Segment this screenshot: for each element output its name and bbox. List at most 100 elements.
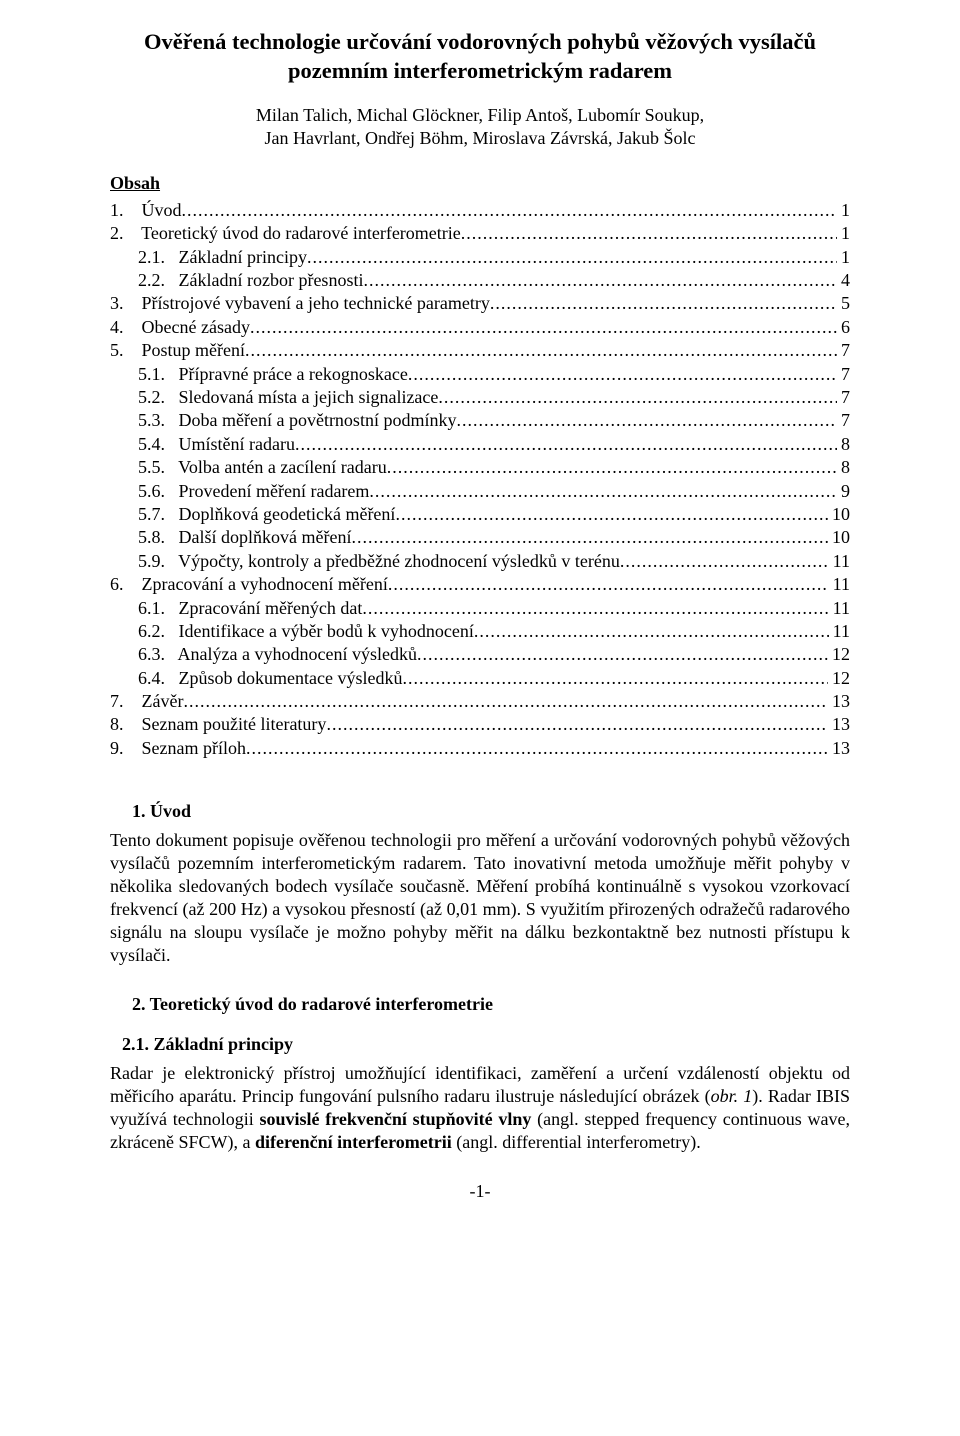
toc-label: 5.7. Doplňková geodetická měření <box>138 503 395 526</box>
toc-row: 5.1. Přípravné práce a rekognoskace 7 <box>110 363 850 386</box>
toc-row: 7. Závěr 13 <box>110 690 850 713</box>
toc-leader <box>620 550 829 573</box>
toc-label: 5.8. Další doplňková měření <box>138 526 351 549</box>
toc-leader <box>250 316 837 339</box>
title-line-1: Ověřená technologie určování vodorovných… <box>144 29 816 54</box>
toc-page: 1 <box>837 199 850 222</box>
toc-row: 5. Postup měření 7 <box>110 339 850 362</box>
toc-page: 4 <box>837 269 850 292</box>
toc-row: 3. Přístrojové vybavení a jeho technické… <box>110 292 850 315</box>
authors: Milan Talich, Michal Glöckner, Filip Ant… <box>110 104 850 151</box>
toc-row: 8. Seznam použité literatury 13 <box>110 713 850 736</box>
toc-leader <box>369 480 837 503</box>
toc-leader <box>295 433 837 456</box>
toc-label: 5. Postup měření <box>110 339 245 362</box>
toc-leader <box>474 620 829 643</box>
toc-leader <box>388 573 829 596</box>
toc-page: 7 <box>837 363 850 386</box>
toc-row: 6.4. Způsob dokumentace výsledků 12 <box>110 667 850 690</box>
toc-page: 10 <box>828 503 850 526</box>
toc-page: 5 <box>837 292 850 315</box>
toc-label: 5.9. Výpočty, kontroly a předběžné zhodn… <box>138 550 620 573</box>
toc-row: 5.4. Umístění radaru 8 <box>110 433 850 456</box>
toc-row: 5.7. Doplňková geodetická měření 10 <box>110 503 850 526</box>
toc-page: 9 <box>837 480 850 503</box>
toc-label: 5.1. Přípravné práce a rekognoskace <box>138 363 408 386</box>
toc-leader <box>461 222 837 245</box>
toc-page: 6 <box>837 316 850 339</box>
toc-page: 10 <box>828 526 850 549</box>
toc-leader <box>363 269 837 292</box>
toc-page: 13 <box>828 690 850 713</box>
authors-line-2: Jan Havrlant, Ondřej Böhm, Miroslava Záv… <box>265 128 696 148</box>
toc-row: 9. Seznam příloh 13 <box>110 737 850 760</box>
s21-bold-2: diferenční interferometrii <box>255 1132 452 1152</box>
toc-label: 5.6. Provedení měření radarem <box>138 480 369 503</box>
toc-label: 8. Seznam použité literatury <box>110 713 326 736</box>
toc-leader <box>490 292 837 315</box>
toc-leader <box>245 339 837 362</box>
toc-page: 1 <box>837 246 850 269</box>
toc-leader <box>351 526 828 549</box>
toc-label: 2.2. Základní rozbor přesnosti <box>138 269 363 292</box>
section-2-heading: 2. Teoretický úvod do radarové interfero… <box>132 993 850 1016</box>
document-title: Ověřená technologie určování vodorovných… <box>110 28 850 86</box>
toc-row: 5.5. Volba antén a zacílení radaru 8 <box>110 456 850 479</box>
toc-leader <box>246 737 828 760</box>
toc-label: 5.4. Umístění radaru <box>138 433 295 456</box>
toc-leader <box>417 643 828 666</box>
toc-leader <box>362 597 828 620</box>
toc-leader <box>182 199 838 222</box>
toc-row: 6.3. Analýza a vyhodnocení výsledků 12 <box>110 643 850 666</box>
toc-label: 3. Přístrojové vybavení a jeho technické… <box>110 292 490 315</box>
toc-label: 6.3. Analýza a vyhodnocení výsledků <box>138 643 417 666</box>
table-of-contents: 1. Úvod 12. Teoretický úvod do radarové … <box>110 199 850 760</box>
s21-post: (angl. differential interferometry). <box>452 1132 701 1152</box>
title-line-2: pozemním interferometrickým radarem <box>288 58 672 83</box>
section-2-1-body: Radar je elektronický přístroj umožňujíc… <box>110 1062 850 1154</box>
toc-leader <box>402 667 828 690</box>
toc-leader <box>438 386 837 409</box>
toc-row: 5.9. Výpočty, kontroly a předběžné zhodn… <box>110 550 850 573</box>
toc-page: 11 <box>829 573 850 596</box>
toc-page: 7 <box>837 386 850 409</box>
toc-row: 5.2. Sledovaná místa a jejich signalizac… <box>110 386 850 409</box>
toc-leader <box>387 456 837 479</box>
toc-leader <box>307 246 837 269</box>
toc-page: 7 <box>837 339 850 362</box>
toc-page: 8 <box>837 433 850 456</box>
toc-leader <box>326 713 828 736</box>
toc-row: 6. Zpracování a vyhodnocení měření 11 <box>110 573 850 596</box>
toc-label: 9. Seznam příloh <box>110 737 246 760</box>
toc-label: 5.2. Sledovaná místa a jejich signalizac… <box>138 386 438 409</box>
toc-label: 5.3. Doba měření a povětrnostní podmínky <box>138 409 456 432</box>
toc-label: 7. Závěr <box>110 690 183 713</box>
toc-label: 2.1. Základní principy <box>138 246 307 269</box>
toc-row: 1. Úvod 1 <box>110 199 850 222</box>
toc-label: 6.4. Způsob dokumentace výsledků <box>138 667 402 690</box>
toc-label: 5.5. Volba antén a zacílení radaru <box>138 456 387 479</box>
toc-label: 6. Zpracování a vyhodnocení měření <box>110 573 388 596</box>
toc-row: 5.3. Doba měření a povětrnostní podmínky… <box>110 409 850 432</box>
section-2-1-heading: 2.1. Základní principy <box>122 1033 850 1056</box>
toc-leader <box>183 690 828 713</box>
s21-bold-1: souvislé frekvenční stupňovité vlny <box>259 1109 531 1129</box>
page-number: -1- <box>110 1180 850 1203</box>
toc-page: 13 <box>828 737 850 760</box>
s21-figure-ref: obr. 1 <box>711 1086 753 1106</box>
toc-label: 6.1. Zpracování měřených dat <box>138 597 362 620</box>
toc-label: 4. Obecné zásady <box>110 316 250 339</box>
toc-row: 2. Teoretický úvod do radarové interfero… <box>110 222 850 245</box>
toc-label: 2. Teoretický úvod do radarové interfero… <box>110 222 461 245</box>
toc-page: 13 <box>828 713 850 736</box>
toc-row: 6.2. Identifikace a výběr bodů k vyhodno… <box>110 620 850 643</box>
toc-row: 4. Obecné zásady 6 <box>110 316 850 339</box>
toc-leader <box>456 409 837 432</box>
toc-page: 1 <box>837 222 850 245</box>
toc-row: 5.6. Provedení měření radarem 9 <box>110 480 850 503</box>
page: Ověřená technologie určování vodorovných… <box>0 0 960 1436</box>
toc-page: 12 <box>828 667 850 690</box>
toc-page: 11 <box>829 550 850 573</box>
toc-page: 12 <box>828 643 850 666</box>
toc-leader <box>395 503 828 526</box>
